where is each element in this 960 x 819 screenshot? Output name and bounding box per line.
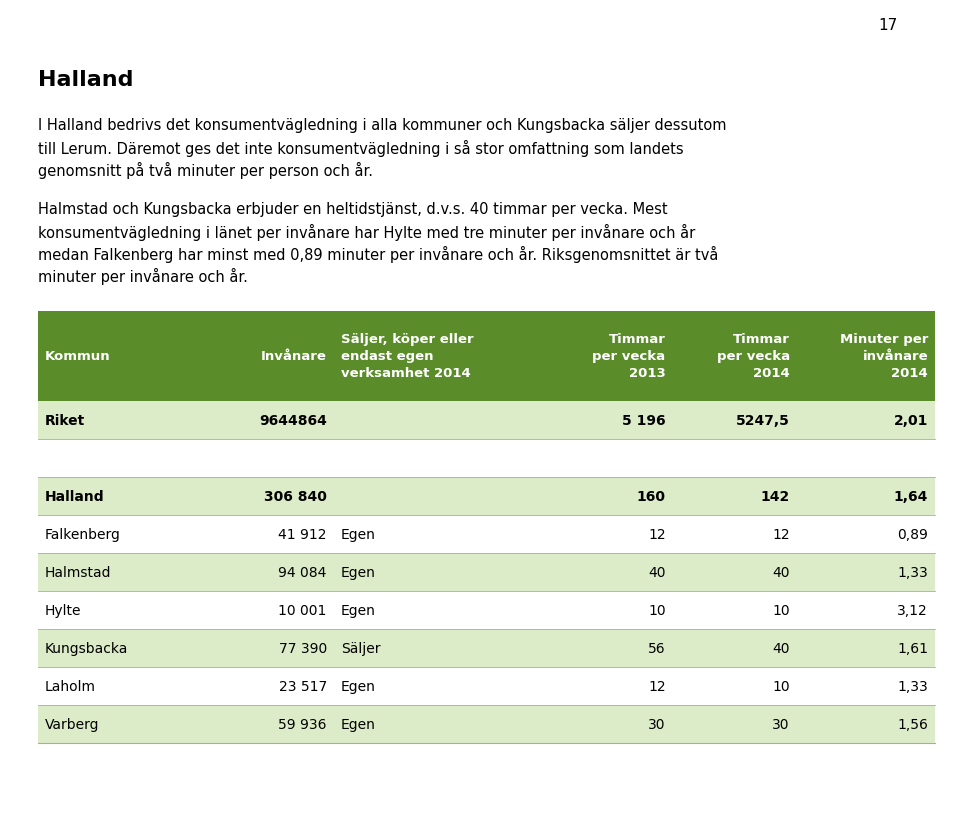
Text: Egen: Egen <box>341 565 375 579</box>
Text: Säljer, köper eller
endast egen
verksamhet 2014: Säljer, köper eller endast egen verksamh… <box>341 333 473 380</box>
Bar <box>38 311 935 401</box>
Text: 40: 40 <box>648 565 665 579</box>
Text: 12: 12 <box>648 527 665 541</box>
Text: 17: 17 <box>878 18 898 33</box>
Text: Halland: Halland <box>45 490 105 504</box>
Text: 10: 10 <box>772 679 790 693</box>
Bar <box>38 705 935 743</box>
Text: Minuter per
invånare
2014: Minuter per invånare 2014 <box>840 333 928 380</box>
Text: Egen: Egen <box>341 604 375 618</box>
Text: 94 084: 94 084 <box>278 565 326 579</box>
Text: Varberg: Varberg <box>45 717 100 731</box>
Text: Säljer: Säljer <box>341 641 380 655</box>
Text: konsumentvägledning i länet per invånare har Hylte med tre minuter per invånare : konsumentvägledning i länet per invånare… <box>38 224 695 241</box>
Text: 160: 160 <box>636 490 665 504</box>
Text: 1,33: 1,33 <box>898 679 928 693</box>
Text: Kommun: Kommun <box>45 350 110 363</box>
Text: Halmstad och Kungsbacka erbjuder en heltidstjänst, d.v.s. 40 timmar per vecka. M: Halmstad och Kungsbacka erbjuder en helt… <box>38 201 667 217</box>
Text: 5247,5: 5247,5 <box>735 414 790 428</box>
Bar <box>38 667 935 705</box>
Text: 12: 12 <box>772 527 790 541</box>
Text: Egen: Egen <box>341 527 375 541</box>
Text: Laholm: Laholm <box>45 679 96 693</box>
Text: 41 912: 41 912 <box>278 527 326 541</box>
Text: 1,33: 1,33 <box>898 565 928 579</box>
Bar <box>38 401 935 440</box>
Text: 9644864: 9644864 <box>259 414 326 428</box>
Text: Timmar
per vecka
2014: Timmar per vecka 2014 <box>716 333 790 380</box>
Text: Egen: Egen <box>341 717 375 731</box>
Text: 5 196: 5 196 <box>622 414 665 428</box>
Text: medan Falkenberg har minst med 0,89 minuter per invånare och år. Riksgenomsnitte: medan Falkenberg har minst med 0,89 minu… <box>38 246 718 263</box>
Text: Invånare: Invånare <box>261 350 326 363</box>
Text: 0,89: 0,89 <box>898 527 928 541</box>
Text: 1,64: 1,64 <box>894 490 928 504</box>
Bar <box>38 554 935 591</box>
Text: 10: 10 <box>772 604 790 618</box>
Bar <box>38 591 935 629</box>
Bar <box>38 515 935 554</box>
Bar <box>38 629 935 667</box>
Text: 23 517: 23 517 <box>278 679 326 693</box>
Text: till Lerum. Däremot ges det inte konsumentvägledning i så stor omfattning som la: till Lerum. Däremot ges det inte konsume… <box>38 140 684 156</box>
Text: 10 001: 10 001 <box>278 604 326 618</box>
Text: 40: 40 <box>772 641 790 655</box>
Text: 12: 12 <box>648 679 665 693</box>
Text: 30: 30 <box>648 717 665 731</box>
Text: 30: 30 <box>772 717 790 731</box>
Text: 77 390: 77 390 <box>278 641 326 655</box>
Text: Halmstad: Halmstad <box>45 565 111 579</box>
Text: 142: 142 <box>760 490 790 504</box>
Bar <box>38 477 935 515</box>
Text: 1,61: 1,61 <box>897 641 928 655</box>
Text: 1,56: 1,56 <box>898 717 928 731</box>
Text: Riket: Riket <box>45 414 85 428</box>
Text: Hylte: Hylte <box>45 604 82 618</box>
Bar <box>38 440 935 477</box>
Text: Timmar
per vecka
2013: Timmar per vecka 2013 <box>592 333 665 380</box>
Text: genomsnitt på två minuter per person och år.: genomsnitt på två minuter per person och… <box>38 162 373 179</box>
Text: 10: 10 <box>648 604 665 618</box>
Text: 40: 40 <box>772 565 790 579</box>
Text: 56: 56 <box>648 641 665 655</box>
Text: 59 936: 59 936 <box>278 717 326 731</box>
Text: 3,12: 3,12 <box>898 604 928 618</box>
Text: Kungsbacka: Kungsbacka <box>45 641 129 655</box>
Text: 2,01: 2,01 <box>894 414 928 428</box>
Text: Halland: Halland <box>38 70 133 90</box>
Text: minuter per invånare och år.: minuter per invånare och år. <box>38 268 248 285</box>
Text: 306 840: 306 840 <box>264 490 326 504</box>
Text: Falkenberg: Falkenberg <box>45 527 121 541</box>
Text: I Halland bedrivs det konsumentvägledning i alla kommuner och Kungsbacka säljer : I Halland bedrivs det konsumentväglednin… <box>38 118 727 133</box>
Text: Egen: Egen <box>341 679 375 693</box>
